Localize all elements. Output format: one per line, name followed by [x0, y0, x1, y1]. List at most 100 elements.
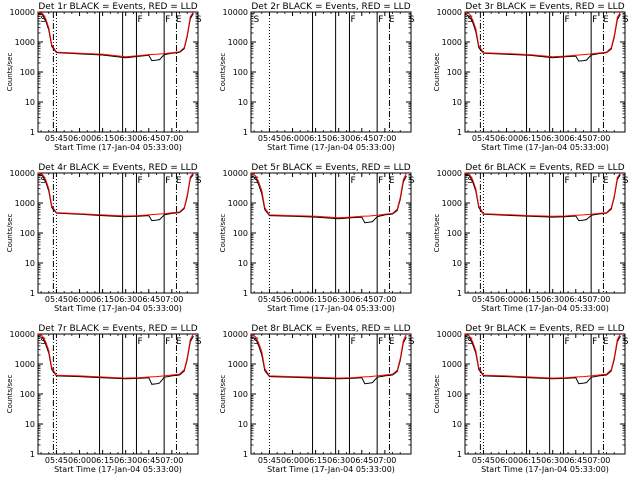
chart-1-ytick-label-2: 100 [233, 68, 248, 77]
chart-3-xlabel: Start Time (17-Jan-04 05:33:00) [54, 304, 182, 313]
chart-6-xtick-label-2: 06:15 [91, 456, 114, 465]
chart-4-ylabel: Counts/sec [219, 214, 227, 253]
chart-0-xtick-label-5: 07:00 [160, 134, 183, 143]
chart-5-flag-1: F [564, 176, 569, 186]
chart-1-flag-2: F [378, 15, 383, 25]
chart-0-xtick-label-3: 06:30 [114, 134, 137, 143]
chart-5-ytick-label-2: 100 [447, 229, 462, 238]
chart-8-xlabel: Start Time (17-Jan-04 05:33:00) [481, 465, 609, 474]
chart-2: Det 3r BLACK = Events, RED = LLD 1 10 100 10… [433, 2, 629, 152]
chart-1-xtick-label-4: 06:45 [350, 134, 373, 143]
chart-3-flag-4: S [196, 176, 202, 186]
chart-0-title: Det 1r BLACK = Events, RED = LLD [38, 2, 197, 12]
chart-7-flag-1: F [350, 337, 355, 347]
chart-8-title: Det 9r BLACK = Events, RED = LLD [465, 324, 624, 334]
chart-7-xtick-label-5: 07:00 [373, 456, 396, 465]
chart-7-flag-4: S [409, 337, 415, 347]
chart-6-ytick-label-4: 10000 [10, 330, 35, 339]
chart-2-xtick-label-5: 07:00 [587, 134, 610, 143]
chart-7-ytick-label-3: 1000 [228, 360, 248, 369]
chart-8-xtick-label-3: 06:30 [541, 456, 564, 465]
chart-1-flag-3: E [389, 15, 395, 25]
chart-5-flag-3: E [603, 176, 609, 186]
chart-1-ytick-label-1: 10 [238, 98, 248, 107]
chart-4-frame [250, 172, 412, 294]
chart-8-xtick-label-0: 05:45 [472, 456, 495, 465]
chart-6-frame [37, 333, 199, 455]
chart-8-ytick-label-0: 1 [457, 450, 462, 459]
chart-6-ytick-label-0: 1 [30, 450, 35, 459]
chart-0-xtick-label-0: 05:45 [45, 134, 68, 143]
chart-1-ytick-label-3: 1000 [228, 38, 248, 47]
chart-7-xtick-label-3: 06:30 [327, 456, 350, 465]
chart-2-ytick-label-1: 10 [452, 98, 462, 107]
chart-7-series-events [250, 336, 407, 385]
chart-4-ytick-label-4: 10000 [223, 169, 248, 178]
chart-8-xtick-label-2: 06:15 [518, 456, 541, 465]
chart-3-xtick-label-4: 06:45 [137, 295, 160, 304]
chart-2-flag-4: S [623, 15, 629, 25]
chart-5-xtick-label-2: 06:15 [518, 295, 541, 304]
chart-6-flag-1: F [137, 337, 142, 347]
chart-0-xtick-label-4: 06:45 [137, 134, 160, 143]
chart-6-flag-0: S [41, 337, 47, 347]
chart-3-xtick-label-0: 05:45 [45, 295, 68, 304]
chart-8-flag-4: S [623, 337, 629, 347]
chart-3-flag-2: F [165, 176, 170, 186]
chart-7-ytick-label-4: 10000 [223, 330, 248, 339]
chart-6-xtick-label-5: 07:00 [160, 456, 183, 465]
chart-8-series-lld [464, 333, 621, 379]
chart-4-xtick-label-5: 07:00 [373, 295, 396, 304]
chart-8-ytick-label-1: 10 [452, 420, 462, 429]
chart-7-xlabel: Start Time (17-Jan-04 05:33:00) [267, 465, 395, 474]
chart-0-ylabel: Counts/sec [6, 53, 14, 92]
chart-5-ylabel: Counts/sec [433, 214, 441, 253]
chart-5-xtick-label-4: 06:45 [564, 295, 587, 304]
chart-6-ytick-label-2: 100 [20, 390, 35, 399]
chart-5-frame [464, 172, 626, 294]
chart-2-flag-1: F [564, 15, 569, 25]
chart-0: Det 1r BLACK = Events, RED = LLD 1 10 100 10… [6, 2, 202, 152]
chart-1-title: Det 2r BLACK = Events, RED = LLD [251, 2, 410, 12]
chart-3-flag-3: E [176, 176, 182, 186]
chart-7-ytick-label-2: 100 [233, 390, 248, 399]
chart-8: Det 9r BLACK = Events, RED = LLD 1 10 100 10… [433, 324, 629, 474]
chart-4-ytick-label-2: 100 [233, 229, 248, 238]
chart-8-ytick-label-3: 1000 [442, 360, 462, 369]
chart-1-flag-1: F [350, 15, 355, 25]
chart-3-ytick-label-0: 1 [30, 289, 35, 298]
chart-6: Det 7r BLACK = Events, RED = LLD 1 10 100 10… [6, 324, 202, 474]
chart-0-xlabel: Start Time (17-Jan-04 05:33:00) [54, 143, 182, 152]
chart-3-ytick-label-2: 100 [20, 229, 35, 238]
chart-0-ytick-label-4: 10000 [10, 8, 35, 17]
chart-2-xtick-label-2: 06:15 [518, 134, 541, 143]
chart-1: Det 2r BLACK = Events, RED = LLD 1 10 100 10… [219, 2, 415, 152]
chart-8-xtick-label-4: 06:45 [564, 456, 587, 465]
chart-3-flag-1: F [137, 176, 142, 186]
chart-4-series-events [250, 175, 407, 224]
chart-0-frame [37, 11, 199, 133]
chart-3-ytick-label-1: 10 [25, 259, 35, 268]
chart-4-flag-3: E [389, 176, 395, 186]
chart-2-ytick-label-3: 1000 [442, 38, 462, 47]
chart-7-xtick-label-4: 06:45 [350, 456, 373, 465]
chart-5-flag-0: S [468, 176, 474, 186]
chart-8-ytick-label-4: 10000 [437, 330, 462, 339]
chart-4-xtick-label-3: 06:30 [327, 295, 350, 304]
chart-3-ytick-label-3: 1000 [15, 199, 35, 208]
chart-0-flag-0: S [41, 15, 47, 25]
chart-2-series-lld [464, 11, 621, 58]
chart-4-ytick-label-1: 10 [238, 259, 248, 268]
chart-6-flag-4: S [196, 337, 202, 347]
chart-3-xtick-label-1: 06:00 [68, 295, 91, 304]
chart-7-ytick-label-0: 1 [243, 450, 248, 459]
chart-8-xtick-label-5: 07:00 [587, 456, 610, 465]
chart-7-xtick-label-2: 06:15 [304, 456, 327, 465]
chart-2-ytick-label-2: 100 [447, 68, 462, 77]
chart-3-series-lld [37, 172, 194, 217]
chart-5-flag-4: S [623, 176, 629, 186]
chart-2-xtick-label-4: 06:45 [564, 134, 587, 143]
chart-4-flag-2: F [378, 176, 383, 186]
chart-0-ytick-label-1: 10 [25, 98, 35, 107]
